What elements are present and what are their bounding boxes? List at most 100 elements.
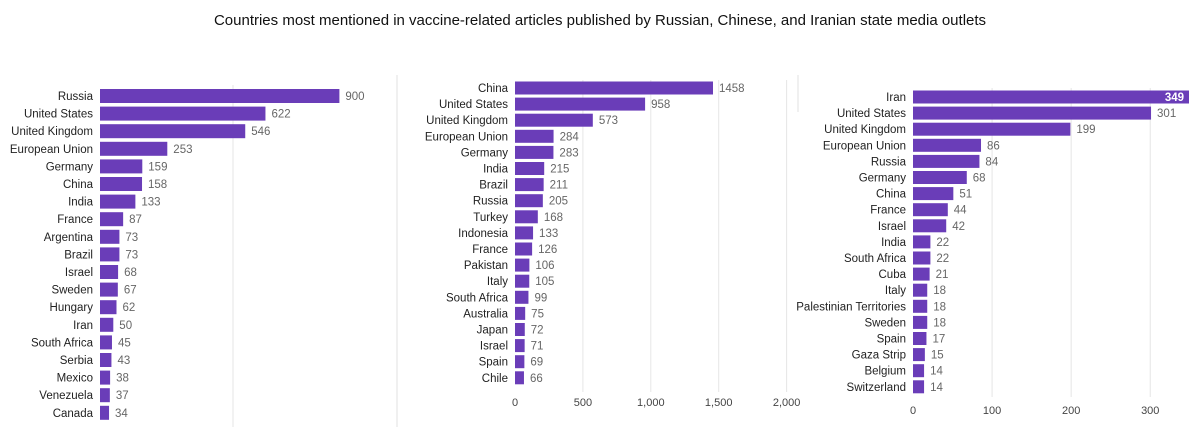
x-tick-label: 500	[574, 397, 592, 409]
bar	[100, 194, 136, 209]
value-label: 105	[535, 276, 554, 288]
bar	[515, 258, 530, 272]
value-label: 73	[125, 232, 138, 244]
bar	[913, 219, 947, 233]
page-title: Countries most mentioned in vaccine-rela…	[213, 12, 987, 29]
category-label: France	[870, 205, 906, 217]
category-label: Spain	[877, 334, 906, 346]
bar	[515, 355, 525, 369]
value-label: 159	[148, 161, 167, 173]
bar	[913, 299, 928, 313]
value-label: 86	[987, 140, 1000, 152]
bar	[100, 212, 124, 227]
category-label: France	[472, 244, 508, 256]
category-label: Germany	[461, 147, 509, 159]
value-label: 126	[538, 244, 557, 256]
bar	[100, 317, 114, 332]
category-label: Iran	[73, 320, 93, 332]
bar	[913, 315, 928, 329]
category-label: United Kingdom	[426, 115, 508, 127]
value-label: 75	[531, 308, 544, 320]
category-label: Russia	[58, 91, 94, 103]
value-label: 18	[933, 301, 946, 313]
category-label: Brazil	[479, 180, 508, 192]
value-label: 44	[954, 205, 967, 217]
category-label: Belgium	[864, 366, 906, 378]
category-label: Japan	[477, 325, 508, 337]
bar	[100, 159, 143, 174]
category-label: Hungary	[50, 302, 94, 314]
value-label: 1458	[719, 83, 745, 95]
bar	[515, 113, 593, 127]
value-label: 73	[125, 249, 138, 261]
category-label: Turkey	[473, 212, 508, 224]
category-label: Spain	[479, 357, 508, 369]
chart-chinese-state-media: China 1458 United States 958 United Kingdom 5…	[425, 80, 800, 409]
bar	[100, 370, 111, 385]
bar	[913, 235, 931, 249]
x-tick-label: 1,500	[705, 397, 733, 409]
bar	[515, 274, 530, 288]
value-label: 68	[124, 267, 137, 279]
category-label: South Africa	[844, 253, 907, 265]
bar	[100, 282, 118, 297]
category-label: United States	[439, 99, 508, 111]
category-label: Germany	[859, 173, 907, 185]
bar	[913, 90, 1189, 104]
bar	[913, 154, 980, 168]
bar	[515, 226, 534, 240]
value-label: 168	[544, 212, 563, 224]
category-label: India	[68, 197, 94, 209]
value-label: 17	[932, 334, 945, 346]
category-label: Canada	[53, 408, 94, 420]
category-label: Serbia	[60, 355, 94, 367]
value-label: 37	[116, 390, 129, 402]
bar	[100, 141, 168, 156]
category-label: Sweden	[51, 285, 93, 297]
bar	[100, 247, 120, 262]
value-label: 18	[933, 285, 946, 297]
category-label: Chile	[482, 373, 508, 385]
value-label: 133	[141, 197, 160, 209]
value-label: 283	[559, 147, 578, 159]
value-label: 62	[122, 302, 135, 314]
value-label: 34	[115, 408, 128, 420]
category-label: Italy	[885, 285, 906, 297]
value-label: 71	[531, 341, 544, 353]
value-label: 253	[173, 144, 192, 156]
value-label: 50	[119, 320, 132, 332]
category-label: European Union	[823, 140, 906, 152]
x-tick-label: 200	[1062, 405, 1080, 417]
category-label: United Kingdom	[11, 126, 93, 138]
value-label: 211	[550, 180, 568, 192]
category-label: United Kingdom	[824, 124, 906, 136]
bar	[515, 290, 529, 304]
value-label: 349	[1165, 92, 1184, 104]
category-label: Argentina	[44, 232, 94, 244]
value-label: 43	[117, 355, 130, 367]
value-label: 22	[936, 237, 949, 249]
category-label: China	[63, 179, 94, 191]
bar	[913, 267, 930, 281]
value-label: 573	[599, 115, 618, 127]
value-label: 158	[148, 179, 167, 191]
value-label: 301	[1157, 108, 1176, 120]
value-label: 215	[550, 164, 569, 176]
bar	[100, 388, 110, 403]
category-label: Palestinian Territories	[796, 301, 906, 313]
bar	[913, 348, 925, 362]
category-label: Russia	[473, 196, 509, 208]
chart-iranian-state-media: Iran 349 United States 301 United Kingdom 199…	[796, 88, 1189, 417]
category-label: Gaza Strip	[852, 350, 906, 362]
bar	[515, 194, 543, 208]
category-label: United States	[837, 108, 906, 120]
x-tick-label: 300	[1141, 405, 1159, 417]
bar	[515, 323, 525, 336]
category-label: South Africa	[446, 292, 509, 304]
bar	[913, 138, 982, 152]
bar	[913, 283, 928, 297]
category-label: European Union	[425, 131, 508, 143]
value-label: 84	[985, 156, 998, 168]
category-label: Israel	[65, 267, 93, 279]
